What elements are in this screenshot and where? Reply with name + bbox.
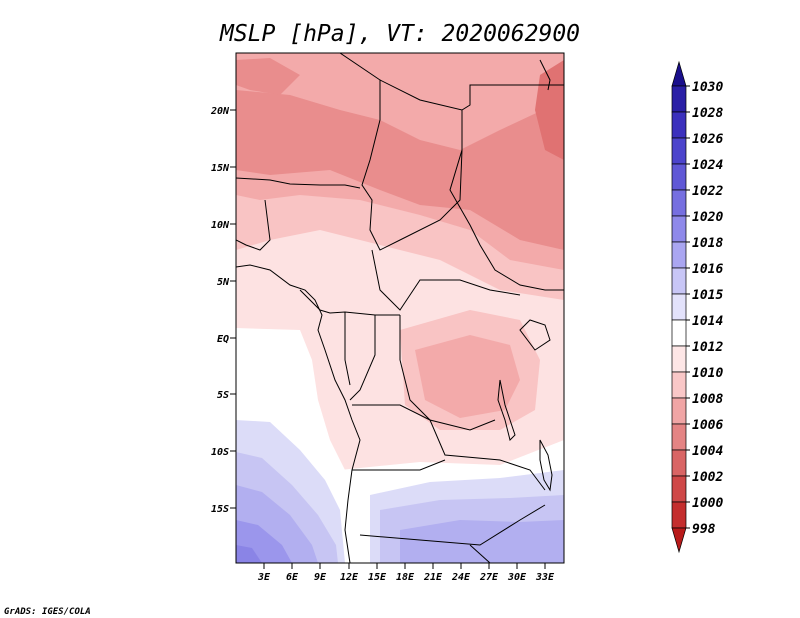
lon-axis: 3E 6E 9E 12E 15E 18E 21E 24E 27E 30E 33E <box>257 563 555 583</box>
border-segment <box>359 504 546 546</box>
country-borders <box>236 53 564 563</box>
figure-title: MSLP [hPa], VT: 2020062900 <box>219 21 580 47</box>
field-1006-nw <box>236 58 300 95</box>
colorbar-swatch <box>671 449 687 477</box>
border-segment <box>236 177 361 189</box>
lake-victoria <box>519 319 551 351</box>
lon-tick-label: 33E <box>535 572 555 583</box>
lon-tick-label: 12E <box>340 572 359 583</box>
lon-tick-label: 30E <box>507 572 527 583</box>
field-1018-south <box>400 520 564 563</box>
lat-tick-label: 10S <box>211 447 229 458</box>
lake-malawi <box>539 439 553 492</box>
border-segment <box>349 315 376 401</box>
colorbar-swatch <box>671 397 687 425</box>
colorbar-label: 1002 <box>692 470 723 485</box>
lat-tick-label: EQ <box>217 334 229 345</box>
colorbar-arrow-bottom <box>671 527 687 554</box>
field-1008-central <box>415 335 520 418</box>
border-segment <box>449 110 564 291</box>
coastline <box>236 264 361 563</box>
lat-axis: 20N 15N 10N 5N EQ 5S 10S 15S <box>210 106 236 515</box>
nile-river <box>539 59 551 91</box>
colorbar-label: 1012 <box>692 340 723 355</box>
colorbar-label: 1016 <box>692 262 723 277</box>
map-frame <box>235 52 565 564</box>
lat-tick-label: 10N <box>211 220 230 231</box>
colorbar: 1030 1028 1026 1024 1022 1020 1018 1016 1015 1014… <box>671 60 723 554</box>
colorbar-label: 1018 <box>692 236 723 251</box>
border-segment <box>399 315 496 431</box>
colorbar-label: 1015 <box>692 288 723 303</box>
colorbar-label: 1006 <box>692 418 723 433</box>
border-segment <box>299 289 400 316</box>
colorbar-swatch <box>671 423 687 451</box>
colorbar-label: 1010 <box>692 366 723 381</box>
colorbar-swatch <box>671 189 687 217</box>
colorbar-label: 1024 <box>692 158 723 173</box>
lon-tick-label: 18E <box>396 572 415 583</box>
lat-tick-label: 15N <box>211 163 230 174</box>
border-segment <box>236 199 271 251</box>
colorbar-label: 1030 <box>692 80 723 95</box>
colorbar-label: 1008 <box>692 392 723 407</box>
colorbar-swatch <box>671 163 687 191</box>
lon-tick-label: 27E <box>479 572 499 583</box>
lat-tick-label: 20N <box>210 106 230 117</box>
colorbar-label: 1020 <box>692 210 723 225</box>
border-segment <box>361 80 463 251</box>
lon-tick-label: 15E <box>368 572 387 583</box>
lat-tick-label: 15S <box>211 504 229 515</box>
lon-tick-label: 9E <box>314 572 327 583</box>
lon-tick-label: 24E <box>451 572 471 583</box>
colorbar-swatch <box>671 371 687 399</box>
colorbar-swatch <box>671 345 687 373</box>
colorbar-swatch <box>671 85 687 113</box>
field-1022 <box>236 545 262 563</box>
colorbar-swatch <box>671 267 687 295</box>
border-segment <box>344 312 351 386</box>
colorbar-swatch <box>671 111 687 139</box>
lon-tick-label: 21E <box>423 572 443 583</box>
colorbar-swatch <box>671 319 687 347</box>
lon-tick-label: 3E <box>257 572 271 583</box>
colorbar-swatch <box>671 137 687 165</box>
colorbar-swatch <box>671 241 687 269</box>
border-segment <box>371 249 521 311</box>
border-segment <box>352 459 446 471</box>
pressure-field <box>236 53 564 563</box>
colorbar-arrow-top <box>671 60 687 87</box>
colorbar-label: 1000 <box>692 496 723 511</box>
border-segment <box>352 404 546 491</box>
lake-tanganyika <box>497 379 516 441</box>
colorbar-label: 1022 <box>692 184 723 199</box>
border-segment <box>469 544 491 563</box>
colorbar-label: 998 <box>692 522 716 537</box>
colorbar-label: 1028 <box>692 106 723 121</box>
colorbar-label: 1004 <box>692 444 723 459</box>
lon-tick-label: 6E <box>286 572 299 583</box>
colorbar-swatch <box>671 475 687 503</box>
colorbar-swatch <box>671 501 687 529</box>
field-1006 <box>236 90 564 250</box>
colorbar-label: 1014 <box>692 314 723 329</box>
grads-credit: GrADS: IGES/COLA <box>4 607 91 617</box>
colorbar-label: 1026 <box>692 132 723 147</box>
lat-tick-label: 5S <box>217 390 229 401</box>
colorbar-swatch <box>671 215 687 243</box>
lat-tick-label: 5N <box>217 277 230 288</box>
colorbar-swatch <box>671 293 687 321</box>
